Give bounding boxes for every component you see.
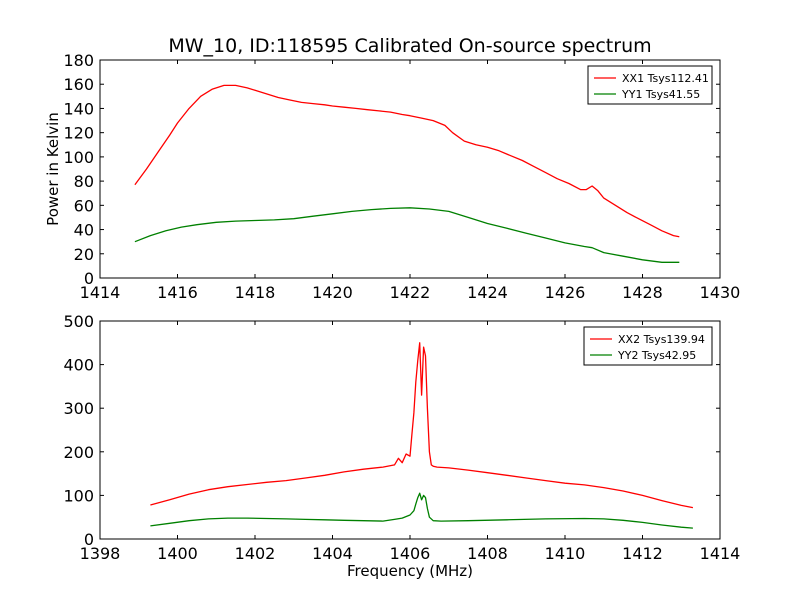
y-tick-label: 80 [74,172,94,191]
legend: XX1 Tsys112.41 YY1 Tsys41.55 [587,65,713,105]
series-line-yy1 [134,207,680,263]
y-tick-label: 100 [63,486,94,505]
x-tick-label: 1410 [545,544,586,563]
y-tick-label: 200 [63,443,94,462]
x-tick-label: 1416 [157,283,198,302]
x-tick-label: 1430 [700,283,741,302]
y-tick-label: 60 [74,196,94,215]
y-tick-label: 300 [63,399,94,418]
bottom-panel: 1398 1400 1402 1404 1406 1408 1410 1412 1414 0 100… [63,312,740,580]
x-axis-title: Frequency (MHz) [347,562,473,580]
series-line-yy2 [150,492,693,529]
y-tick-label: 160 [63,75,94,94]
x-tick-label: 1428 [622,283,663,302]
x-tick-label: 1402 [235,544,276,563]
x-tick-label: 1400 [157,544,198,563]
legend-label: XX2 Tsys139.94 [618,333,705,346]
x-tick-label: 1398 [80,544,121,563]
x-tick-label: 1424 [467,283,508,302]
x-tick-label: 1420 [312,283,353,302]
legend: XX2 Tsys139.94 YY2 Tsys42.95 [583,326,713,366]
chart-title: MW_10, ID:118595 Calibrated On-source sp… [168,35,651,57]
y-tick-label: 120 [63,124,94,143]
y-tick-label: 20 [74,245,94,264]
x-tick-label: 1412 [622,544,663,563]
x-tick-label: 1414 [80,283,121,302]
series-line-xx2 [150,342,694,509]
x-tick-label: 1414 [700,544,741,563]
legend-label: XX1 Tsys112.41 [622,72,709,85]
legend-box [587,65,713,105]
series-line-xx1 [134,84,680,238]
legend-label: YY1 Tsys41.55 [621,88,700,101]
y-tick-label: 140 [63,99,94,118]
y-tick-label: 500 [63,312,94,331]
y-tick-label: 40 [74,221,94,240]
legend-label: YY2 Tsys42.95 [617,349,696,362]
x-tick-label: 1404 [312,544,353,563]
y-tick-label: 100 [63,148,94,167]
x-tick-label: 1426 [545,283,586,302]
x-tick-label: 1408 [467,544,508,563]
x-tick-label: 1418 [235,283,276,302]
legend-box [583,326,713,366]
y-tick-label: 180 [63,51,94,70]
y-tick-label: 400 [63,356,94,375]
top-panel: 1414 1416 1418 1420 1422 1424 1426 1428 1430 0 20 4… [44,51,740,302]
x-tick-label: 1422 [390,283,431,302]
y-tick-label: 0 [84,269,94,288]
x-tick-label: 1406 [390,544,431,563]
y-axis-title: Power in Kelvin [44,112,62,226]
y-tick-label: 0 [84,530,94,549]
